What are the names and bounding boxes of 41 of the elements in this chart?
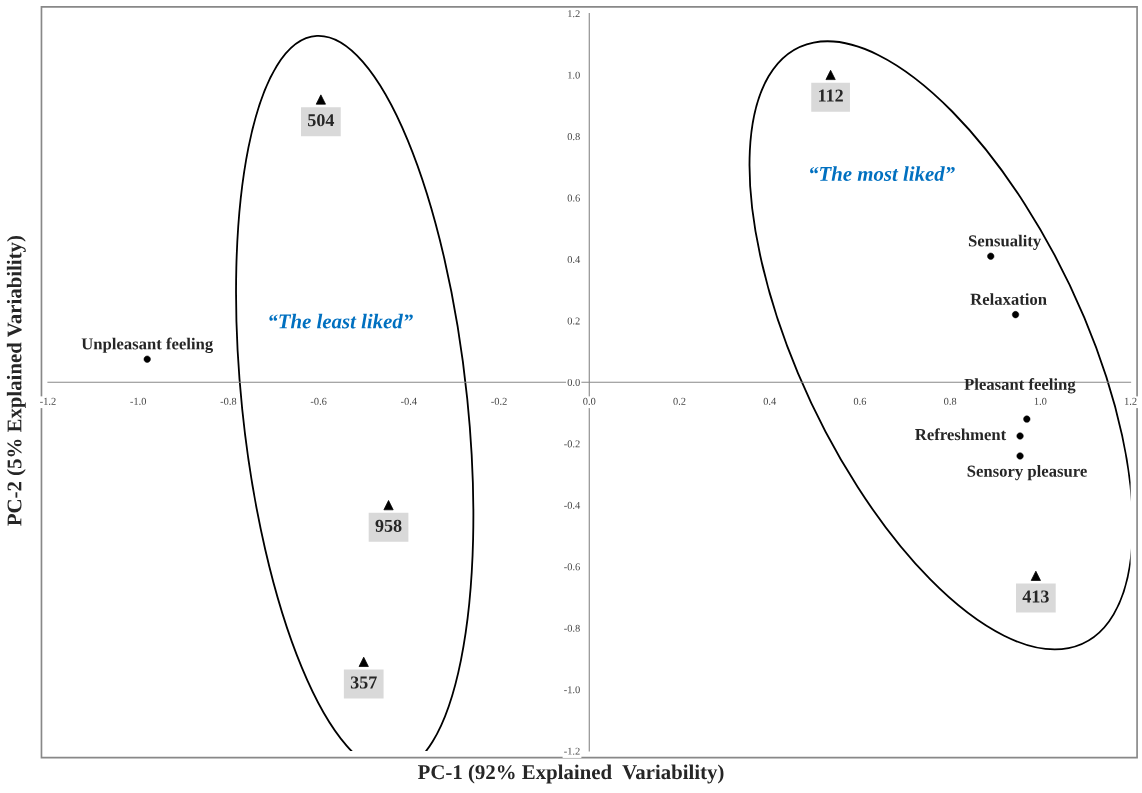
x-tick-label: -1.0 bbox=[130, 397, 147, 405]
y-tick-label: -1.2 bbox=[564, 747, 580, 755]
y-tick-label: 0.4 bbox=[567, 256, 581, 264]
annotation: Pleasant feeling bbox=[964, 378, 1076, 394]
x-tick-label: -0.2 bbox=[491, 397, 507, 405]
x-tick-label: -1.2 bbox=[40, 397, 56, 405]
x-tick-label: -0.4 bbox=[400, 397, 417, 405]
annotation: 413 bbox=[1022, 590, 1049, 603]
annotation: 357 bbox=[350, 676, 377, 689]
y-axis-title: PC-2 (5% Explained Variability) bbox=[6, 235, 26, 526]
y-tick-label: 0.2 bbox=[567, 317, 580, 325]
annotation: 958 bbox=[375, 519, 402, 532]
annotation: Unpleasant feeling bbox=[81, 337, 214, 353]
x-tick-label: 0.0 bbox=[583, 397, 596, 405]
annotation: Refreshment bbox=[915, 428, 1007, 441]
y-tick-label: -0.6 bbox=[564, 563, 580, 571]
y-tick-label: 0.8 bbox=[567, 133, 580, 141]
y-tick-label: 0.0 bbox=[567, 378, 580, 386]
annotation: Sensory pleasure bbox=[967, 465, 1087, 481]
y-tick-label: 1.0 bbox=[568, 71, 580, 79]
x-tick-label: -0.8 bbox=[220, 397, 237, 405]
annotation: 504 bbox=[308, 114, 335, 127]
x-axis-title: PC-1 (92% Explained Variability) bbox=[417, 764, 724, 784]
annotation: 112 bbox=[819, 89, 843, 102]
y-tick-label: 1.2 bbox=[568, 10, 580, 18]
y-tick-label: -0.4 bbox=[564, 501, 581, 509]
x-tick-label: 1.2 bbox=[1124, 397, 1137, 405]
x-tick-label: 1.0 bbox=[1034, 397, 1047, 405]
annotation: “The most liked” bbox=[810, 166, 955, 181]
x-tick-label: -0.6 bbox=[310, 397, 327, 405]
x-tick-label: 0.8 bbox=[944, 397, 957, 405]
x-tick-label: 0.4 bbox=[763, 397, 777, 405]
annotation: Relaxation bbox=[970, 293, 1047, 305]
y-tick-label: -1.0 bbox=[564, 686, 580, 694]
annotation: Sensuality bbox=[968, 234, 1042, 250]
x-tick-label: 0.6 bbox=[853, 397, 867, 405]
annotation: “The least liked” bbox=[269, 313, 413, 329]
y-tick-label: -0.2 bbox=[564, 440, 580, 448]
x-tick-label: 0.2 bbox=[673, 397, 686, 405]
y-tick-label: -0.8 bbox=[564, 624, 580, 632]
y-tick-label: 0.6 bbox=[567, 194, 580, 202]
